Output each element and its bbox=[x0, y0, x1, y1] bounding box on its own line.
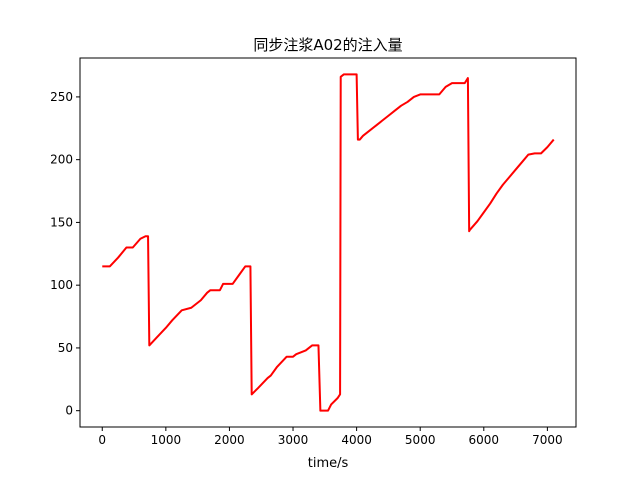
y-tick-label: 250 bbox=[50, 90, 73, 104]
x-tick-label: 6000 bbox=[469, 433, 500, 447]
x-tick-label: 0 bbox=[98, 433, 106, 447]
chart-title: 同步注浆A02的注入量 bbox=[253, 36, 402, 54]
x-tick-label: 2000 bbox=[214, 433, 245, 447]
series-line-a02 bbox=[102, 73, 555, 412]
x-tick-label: 5000 bbox=[405, 433, 436, 447]
y-tick-label: 200 bbox=[50, 153, 73, 167]
y-tick-label: 100 bbox=[50, 278, 73, 292]
x-tick-label: 7000 bbox=[532, 433, 563, 447]
y-tick-label: 150 bbox=[50, 215, 73, 229]
series-layer bbox=[102, 73, 555, 412]
x-tick-label: 3000 bbox=[278, 433, 309, 447]
plot-area-frame bbox=[79, 57, 577, 428]
x-axis-label: time/s bbox=[308, 456, 349, 471]
x-tick-label: 1000 bbox=[151, 433, 182, 447]
y-tick-label: 50 bbox=[58, 341, 73, 355]
x-tick-label: 4000 bbox=[341, 433, 372, 447]
y-tick-label: 0 bbox=[65, 404, 73, 418]
ticks-layer: 0 1000 2000 3000 4000 5000 6000 7000 0 50 100 150 20… bbox=[50, 90, 563, 447]
